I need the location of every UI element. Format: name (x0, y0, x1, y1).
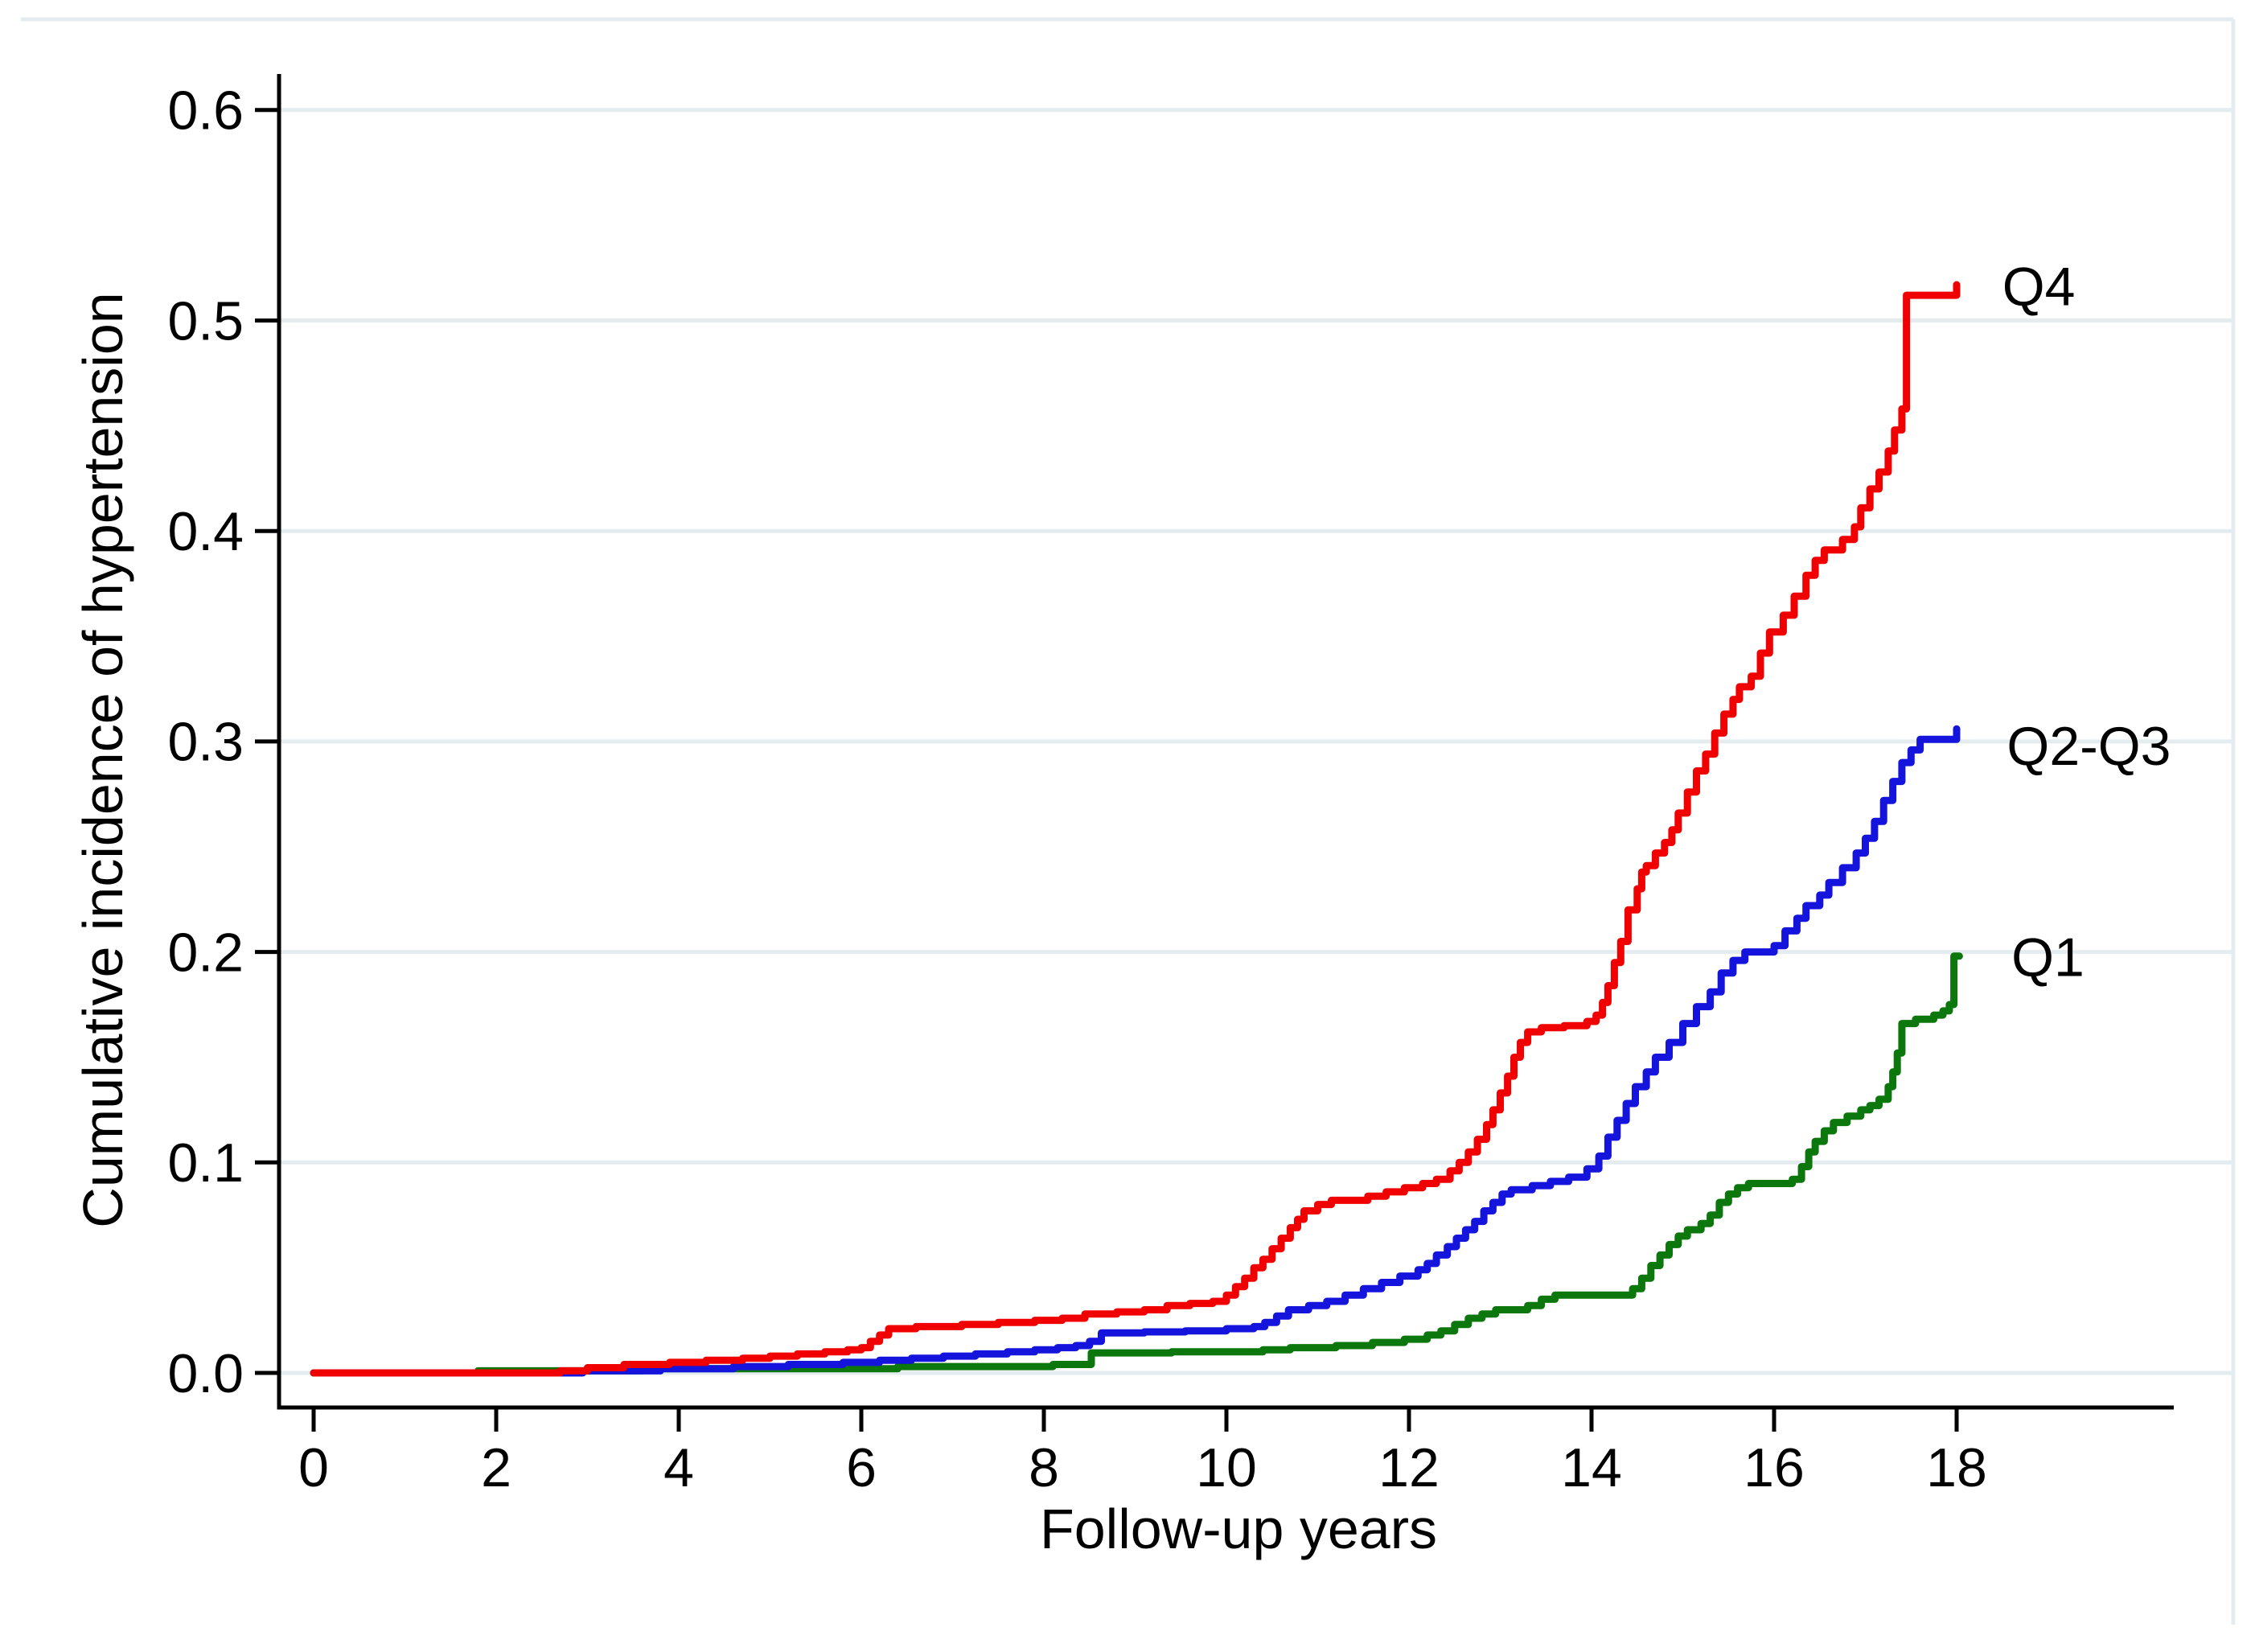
axes-group (255, 74, 2174, 1432)
curve-label-q4: Q4 (2002, 257, 2076, 318)
curve-label-q1: Q1 (2011, 927, 2085, 988)
y-axis-title: Cumulative incidence of hypertension (72, 292, 134, 1227)
curve-label-q2-q3: Q2-Q3 (2006, 716, 2171, 777)
x-tick-label-16: 16 (1744, 1437, 1805, 1498)
y-tick-label-0.1: 0.1 (167, 1132, 244, 1194)
y-tick-label-0.0: 0.0 (167, 1343, 244, 1404)
series-group (310, 281, 1963, 1377)
x-tick-label-8: 8 (1029, 1437, 1059, 1498)
plot-border-group (21, 17, 2236, 1625)
x-tick-label-6: 6 (846, 1437, 877, 1498)
x-axis-title: Follow-up years (1040, 1498, 1437, 1560)
x-tick-label-10: 10 (1196, 1437, 1257, 1498)
x-tick-label-12: 12 (1378, 1437, 1440, 1498)
series-line-q2-q3 (310, 725, 1961, 1377)
labels-group: 0.0 0.1 0.2 0.3 0.4 0.5 0.6 0 2 4 6 8 10 12 14 16 18 Foll… (72, 80, 2171, 1560)
x-tick-label-2: 2 (481, 1437, 511, 1498)
series-line-q4 (310, 281, 1961, 1377)
y-tick-label-0.2: 0.2 (167, 922, 244, 983)
y-tick-label-0.6: 0.6 (167, 80, 244, 142)
y-tick-label-0.3: 0.3 (167, 712, 244, 773)
series-line-q1 (310, 952, 1963, 1377)
gridlines-group (279, 108, 2233, 1375)
y-tick-label-0.4: 0.4 (167, 501, 244, 562)
y-tick-label-0.5: 0.5 (167, 290, 244, 351)
x-tick-label-14: 14 (1561, 1437, 1622, 1498)
x-tick-label-18: 18 (1926, 1437, 1987, 1498)
x-tick-label-4: 4 (663, 1437, 694, 1498)
x-tick-label-0: 0 (298, 1437, 329, 1498)
